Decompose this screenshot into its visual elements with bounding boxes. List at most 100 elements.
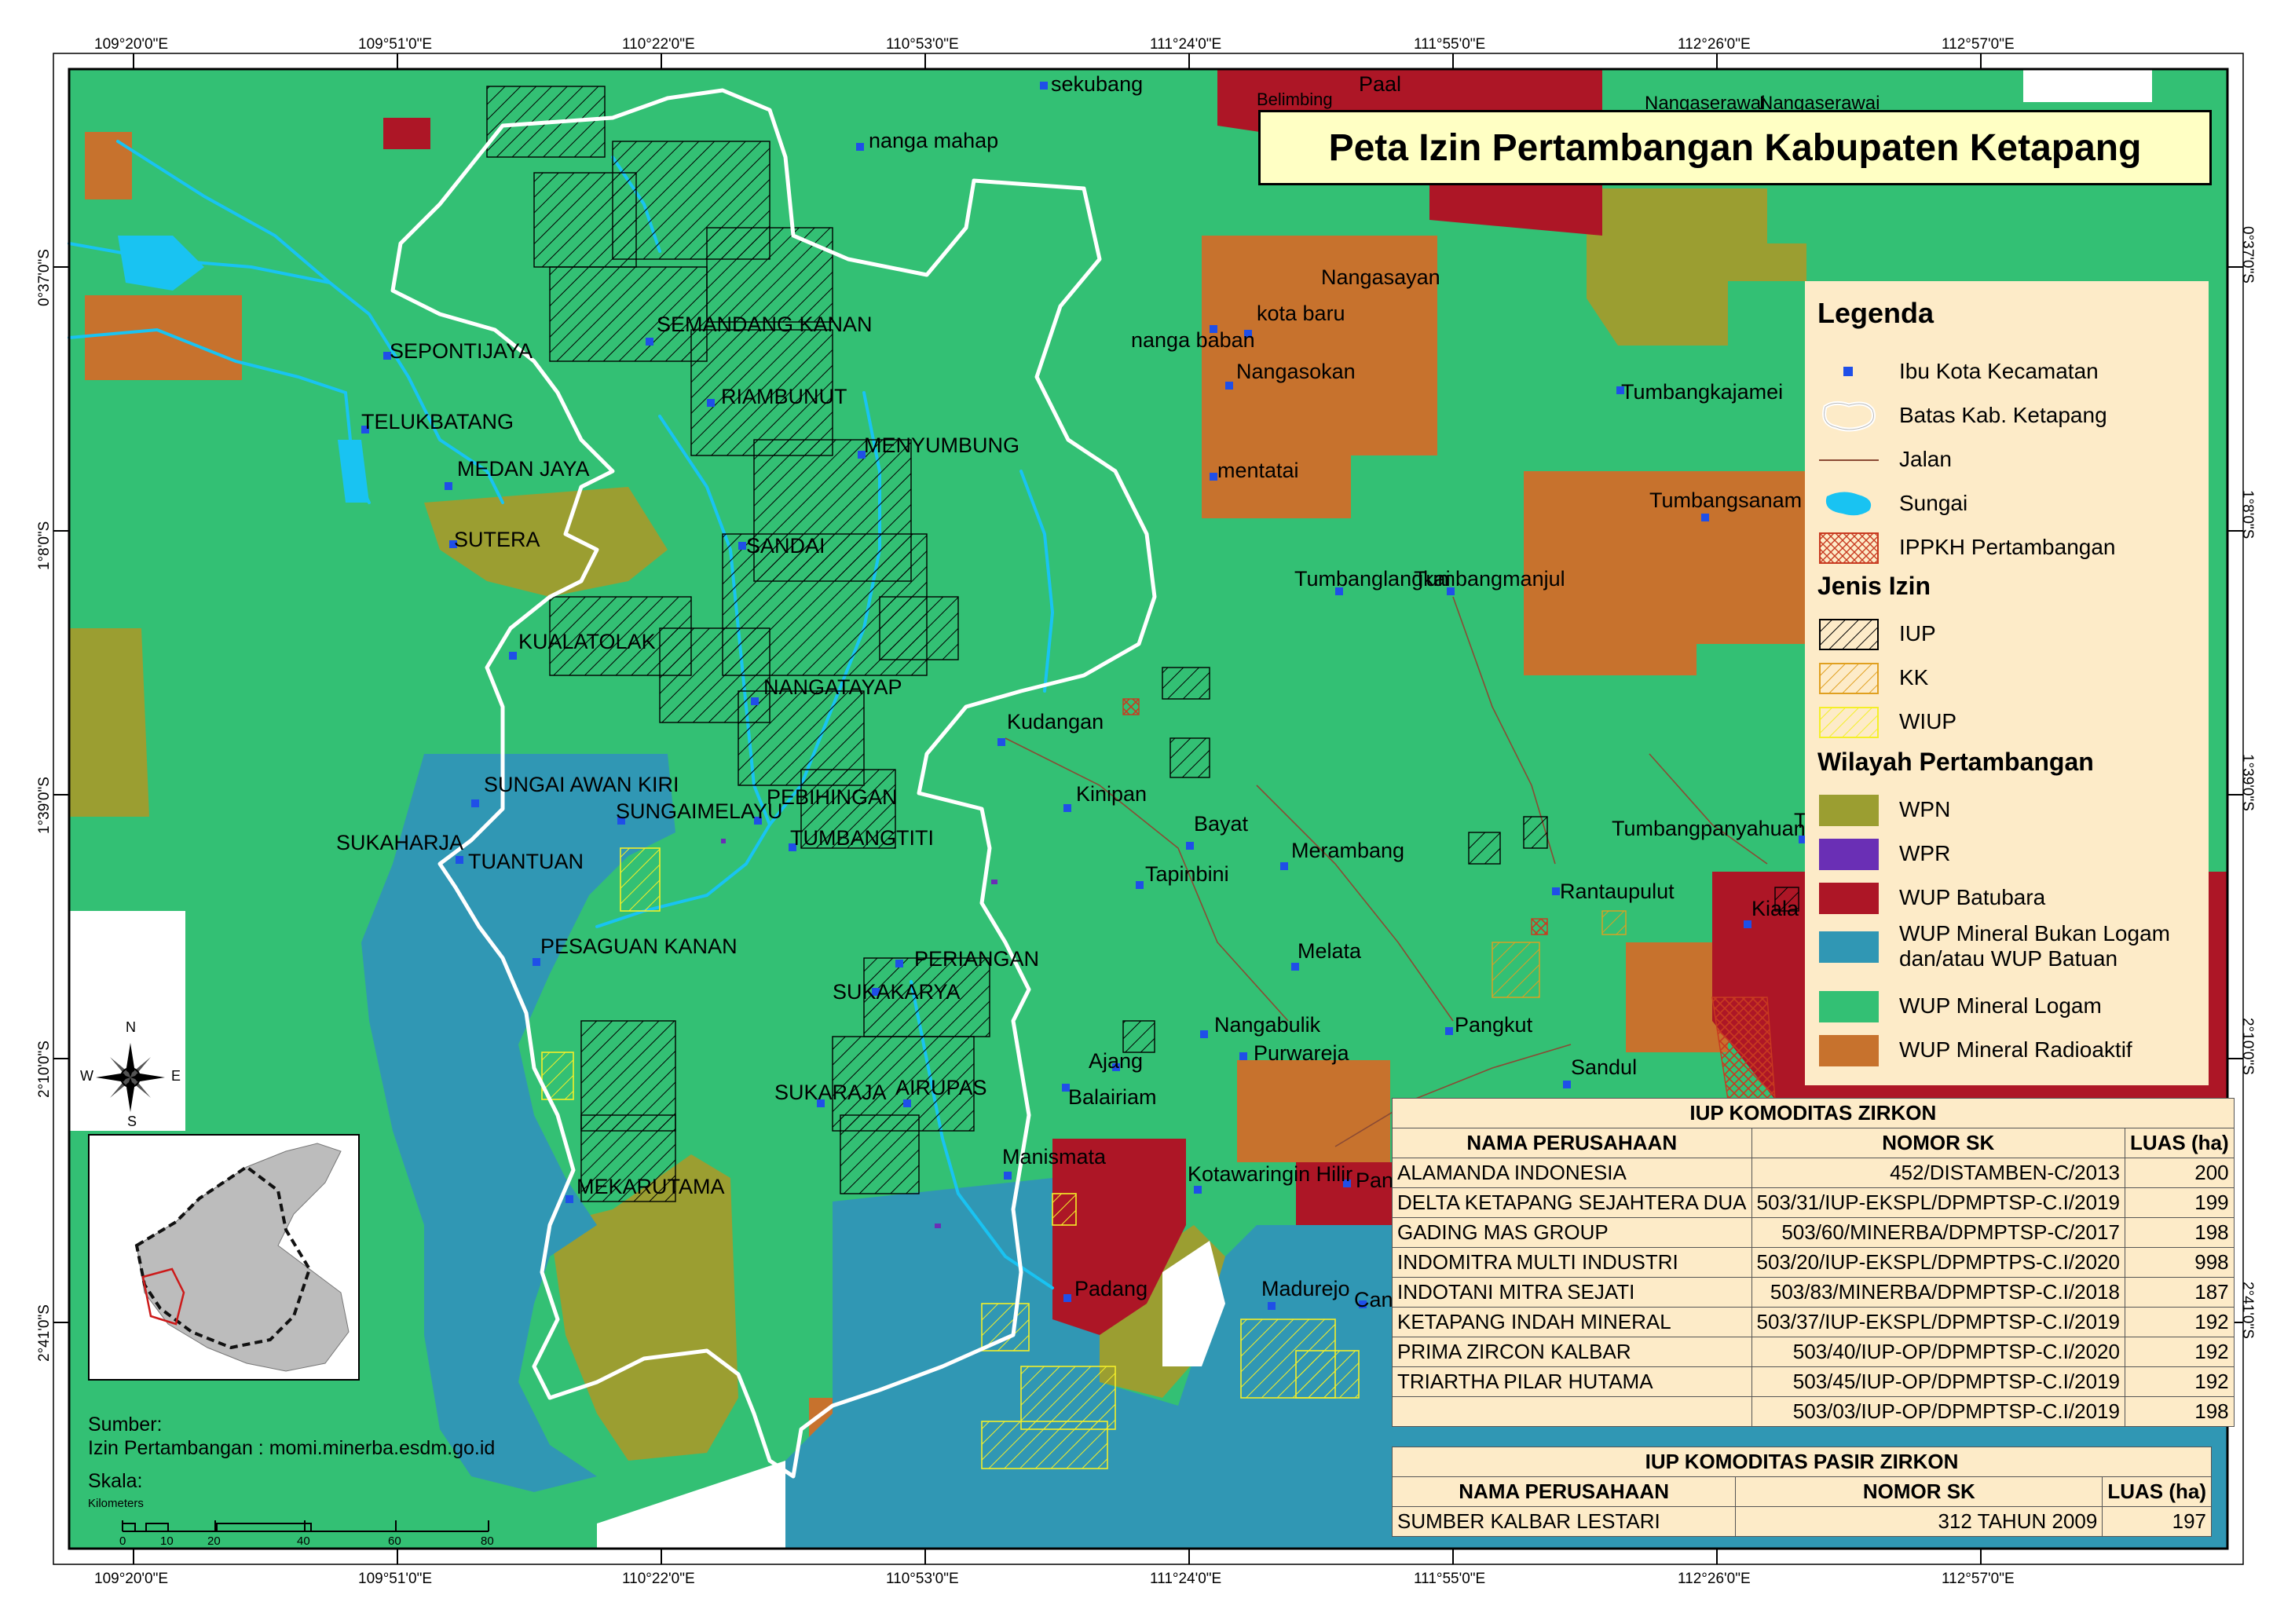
place-label: Kiala: [1751, 897, 1799, 920]
place-label: Can: [1354, 1288, 1393, 1311]
place-label: nanga baban: [1131, 328, 1255, 352]
coord-top-7: 112°26'0"E: [1678, 36, 1751, 53]
coord-bottom-5: 111°24'0"E: [1150, 1571, 1222, 1587]
place-label: mentatai: [1217, 459, 1299, 482]
place-label: PERIANGAN: [914, 947, 1040, 971]
table-header: NOMOR SK: [1751, 1128, 2125, 1158]
river-icon: [1819, 488, 1879, 520]
place-label: Melata: [1298, 939, 1362, 963]
place-label: Manismata: [1002, 1145, 1107, 1169]
place-label: Tumbangmanjul: [1414, 567, 1565, 591]
legend-item-jalan: Jalan: [1805, 438, 2209, 477]
coord-top-6: 111°55'0"E: [1414, 36, 1486, 53]
place-label: kota baru: [1257, 302, 1345, 325]
road-icon: [1819, 444, 1879, 476]
place-label: Nangasokan: [1236, 360, 1356, 383]
north-arrow-compass: N S W E: [80, 1019, 184, 1129]
table-row: DELTA KETAPANG SEJAHTERA DUA 503/31/IUP-E…: [1392, 1187, 2235, 1218]
iup-hatch-icon: [1819, 619, 1879, 650]
legend-item-wpr: WPR: [1805, 832, 2209, 872]
table-row: PRIMA ZIRCON KALBAR 503/40/IUP-OP/DPMPTSP…: [1392, 1337, 2235, 1367]
source-label: Sumber:: [88, 1414, 163, 1436]
coord-bottom-3: 110°22'0"E: [622, 1571, 695, 1587]
place-label: Belimbing: [1257, 90, 1333, 109]
table-row: GADING MAS GROUP 503/60/MINERBA/DPMPTSP-C…: [1392, 1217, 2235, 1248]
legend-wilayah-heading: Wilayah Pertambangan: [1817, 748, 2094, 776]
place-label: PESAGUAN KANAN: [540, 935, 738, 958]
legend-item-batas: Batas Kab. Ketapang: [1805, 394, 2209, 433]
table-row: 503/03/IUP-OP/DPMPTSP-C.I/2019 198: [1392, 1396, 2235, 1427]
wpr-swatch: [1819, 839, 1879, 870]
place-label: Padang: [1074, 1277, 1148, 1300]
district-capital-icon: [1819, 357, 1879, 388]
legend-panel: Legenda Ibu Kota Kecamatan Batas Kab. Ke…: [1805, 281, 2209, 1085]
table-row: TRIARTHA PILAR HUTAMA 503/45/IUP-OP/DPMPT…: [1392, 1366, 2235, 1397]
place-label: Tumbangpanyahuan: [1612, 817, 1806, 840]
place-label: MEKARUTAMA: [576, 1175, 725, 1198]
place-label: SANDAI: [746, 534, 825, 558]
place-label: Tumbangkajamei: [1621, 380, 1784, 404]
place-label: TUANTUAN: [468, 850, 584, 873]
legend-item-wup-batubara: WUP Batubara: [1805, 876, 2209, 916]
legend-heading: Legenda: [1817, 297, 1934, 329]
place-label: Purwareja: [1254, 1041, 1349, 1065]
place-label: PEBIHINGAN: [767, 785, 898, 809]
place-label: sekubang: [1051, 72, 1144, 96]
kalimantan-inset: [134, 1143, 350, 1372]
place-label: Tapinbini: [1145, 862, 1229, 886]
coord-left-3: 1°39'0"S: [36, 777, 53, 834]
table-header: LUAS (ha): [2102, 1476, 2212, 1507]
legend-item-wup-bukan-logam: WUP Mineral Bukan Logam dan/atau WUP Bat…: [1805, 920, 2209, 977]
legend-item-wpn: WPN: [1805, 788, 2209, 828]
table-header: NAMA PERUSAHAAN: [1392, 1128, 1752, 1158]
place-label: KUALATOLAK: [518, 630, 656, 653]
legend-item-kk: KK: [1805, 657, 2209, 696]
place-label: Sandul: [1571, 1055, 1638, 1079]
wup-bukan-logam-swatch: [1819, 931, 1879, 963]
iup-permit-areas: [486, 86, 1799, 1202]
wiup-permit-areas: [541, 847, 1360, 1469]
coord-bottom-2: 109°51'0"E: [358, 1571, 433, 1587]
legend-item-sungai: Sungai: [1805, 482, 2209, 521]
place-label: MEDAN JAYA: [457, 457, 590, 481]
table-header: NOMOR SK: [1735, 1476, 2103, 1507]
scale-label: Skala:: [88, 1470, 143, 1492]
wup-radioaktif-swatch: [1819, 1035, 1879, 1066]
ketapang-regency-boundary: [390, 88, 1157, 1479]
place-label: AIRUPAS: [895, 1076, 987, 1099]
coord-left-1: 0°37'0"S: [36, 249, 53, 306]
place-label: TUMBANGTITI: [790, 826, 934, 850]
source-text: Izin Pertambangan : momi.minerba.esdm.go…: [88, 1437, 496, 1459]
coord-bottom-6: 111°55'0"E: [1414, 1571, 1486, 1587]
place-label: Tumbanglangkai: [1294, 567, 1451, 591]
map-frame: [68, 68, 2229, 1550]
coord-bottom-1: 109°20'0"E: [94, 1571, 169, 1587]
table-caption: IUP KOMODITAS PASIR ZIRKON: [1392, 1447, 2212, 1477]
place-label: SEPONTIJAYA: [390, 339, 533, 363]
place-label: Kudangan: [1007, 710, 1104, 733]
table-iup-pasir-zirkon: IUP KOMODITAS PASIR ZIRKON NAMA PERUSAHA…: [1391, 1447, 2212, 1537]
place-label: SUKAKARYA: [833, 980, 961, 1004]
coord-top-8: 112°57'0"E: [1942, 36, 2015, 53]
place-label: SUKARAJA: [774, 1081, 887, 1104]
legend-item-wiup: WIUP: [1805, 700, 2209, 740]
place-label: SUNGAI AWAN KIRI: [484, 773, 679, 796]
wpn-swatch: [1819, 795, 1879, 826]
legend-item-wup-radioaktif: WUP Mineral Radioaktif: [1805, 1029, 2209, 1068]
table-caption: IUP KOMODITAS ZIRKON: [1392, 1098, 2235, 1128]
place-label: Kotawaringin Hilir: [1188, 1162, 1353, 1186]
table-row: INDOTANI MITRA SEJATI 503/83/MINERBA/DPMP…: [1392, 1277, 2235, 1308]
outer-frame: [53, 53, 2244, 1565]
scale-bar-graphic: [122, 1520, 489, 1532]
table-row: KETAPANG INDAH MINERAL 503/37/IUP-EKSPL/D…: [1392, 1307, 2235, 1337]
table-row: ALAMANDA INDONESIA 452/DISTAMBEN-C/2013 20…: [1392, 1158, 2235, 1188]
wup-batubara-swatch: [1819, 883, 1879, 914]
coord-left-4: 2°10'0"S: [36, 1041, 53, 1098]
river-delta: [118, 236, 369, 503]
place-label: Nangabulik: [1214, 1013, 1321, 1037]
table-row: SUMBER KALBAR LESTARI 312 TAHUN 2009 197: [1391, 1506, 2212, 1537]
place-label: Nangasayan: [1321, 265, 1440, 289]
place-label: Ajang: [1089, 1049, 1144, 1073]
legend-item-ippkh: IPPKH Pertambangan: [1805, 526, 2209, 565]
wiup-hatch-icon: [1819, 707, 1879, 738]
